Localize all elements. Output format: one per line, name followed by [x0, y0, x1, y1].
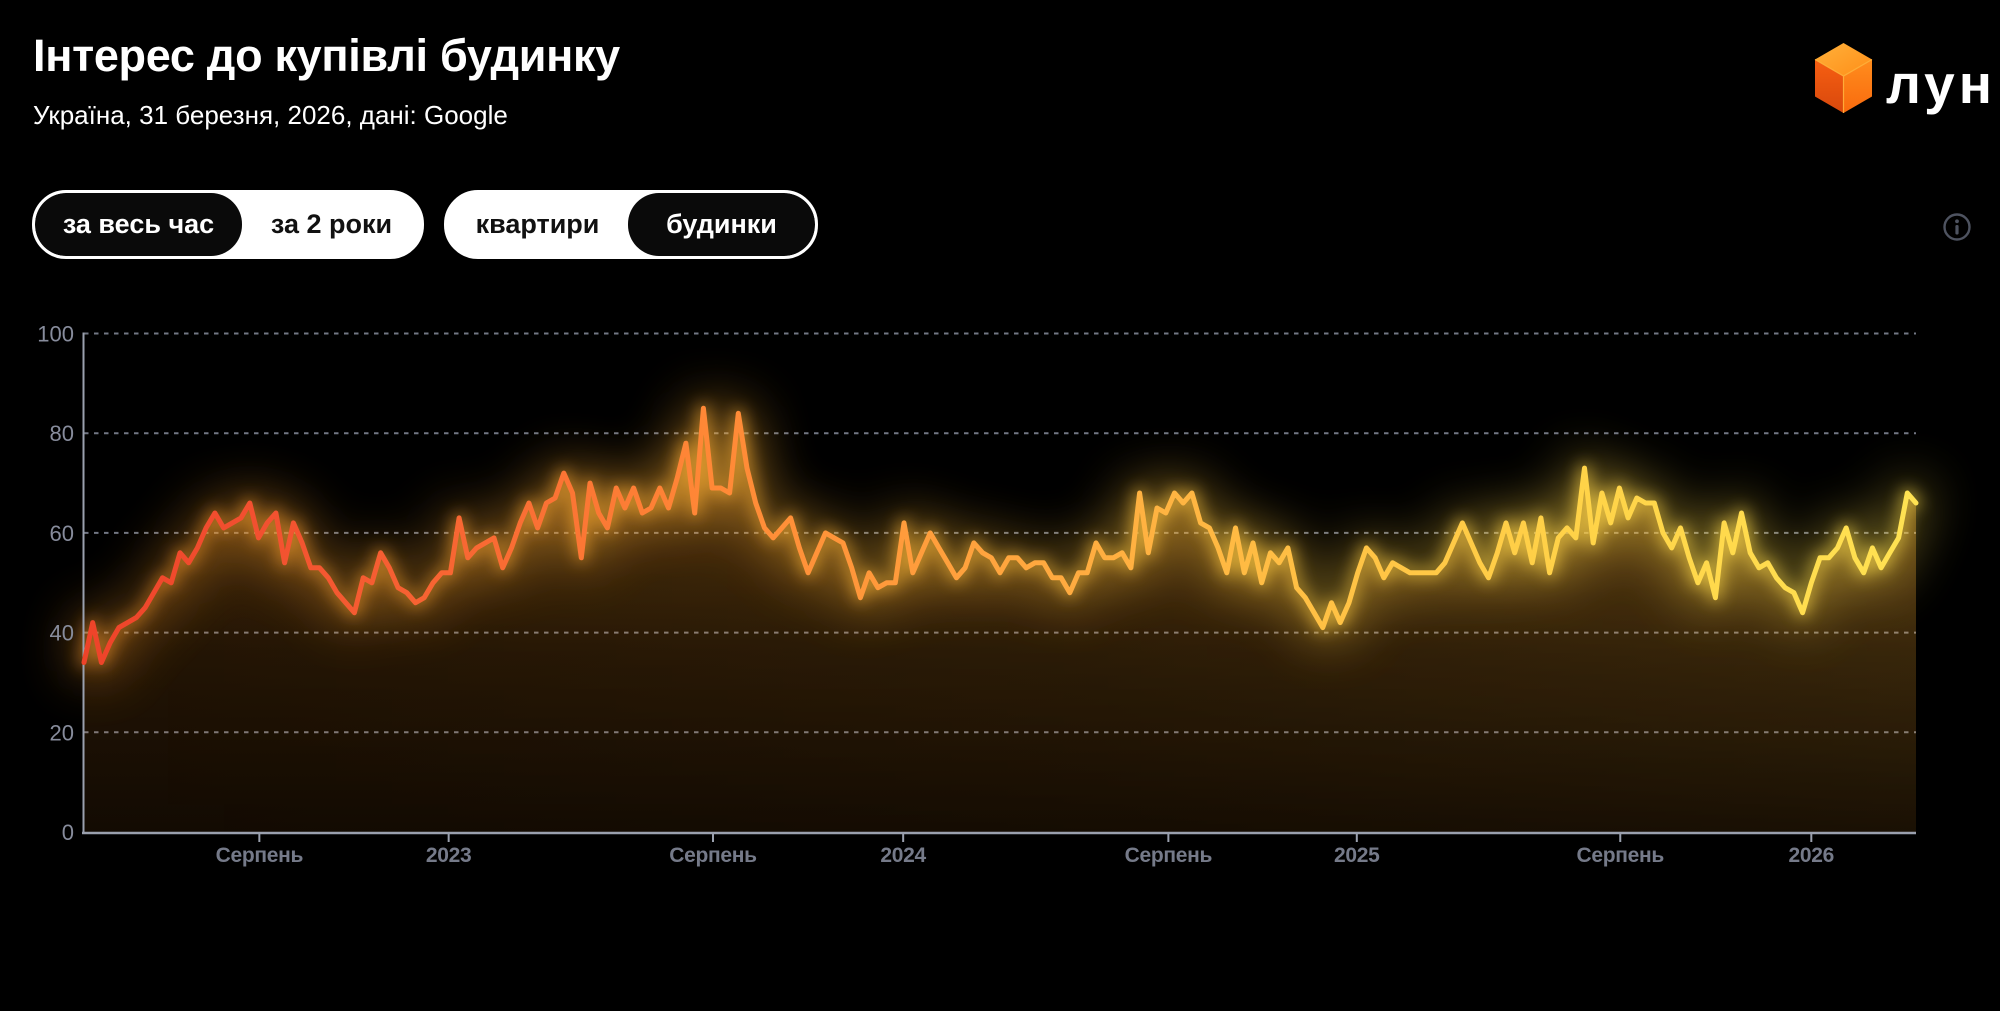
y-tick-label-40: 40 [50, 621, 74, 646]
area-fill-warm [84, 408, 1916, 832]
y-tick-label-0: 0 [62, 820, 74, 845]
toggle-option-2-years[interactable]: за 2 роки [242, 193, 421, 256]
page-title: Інтерес до купівлі будинку [33, 30, 620, 81]
property-type-toggle: квартири будинки [444, 190, 818, 259]
info-icon[interactable] [1943, 213, 1971, 241]
x-tick-label-5: 2025 [1334, 844, 1380, 867]
toggle-option-houses[interactable]: будинки [628, 193, 815, 256]
x-tick-label-3: 2024 [880, 844, 926, 867]
y-tick-label-20: 20 [50, 720, 74, 745]
x-tick-label-0: Серпень [216, 844, 304, 867]
time-range-toggle: за весь час за 2 роки [32, 190, 424, 259]
trend-line [81, 405, 1919, 665]
x-tick-label-7: 2026 [1789, 844, 1835, 867]
x-tick-label-6: Серпень [1576, 844, 1664, 867]
x-tick-label-4: Серпень [1125, 844, 1213, 867]
y-tick-label-80: 80 [50, 421, 74, 446]
toggle-option-all-time[interactable]: за весь час [35, 193, 242, 256]
x-tick-label-2: Серпень [669, 844, 757, 867]
y-tick-label-100: 100 [37, 322, 74, 347]
lun-logo: лун [1814, 42, 1996, 114]
toggle-option-apartments[interactable]: квартири [447, 193, 628, 256]
x-tick-label-1: 2023 [426, 844, 472, 867]
lun-cube-icon [1814, 43, 1873, 113]
page-subtitle: Україна, 31 березня, 2026, дані: Google [33, 100, 508, 130]
y-tick-label-60: 60 [50, 521, 74, 546]
lun-logo-text: лун [1885, 53, 1996, 115]
